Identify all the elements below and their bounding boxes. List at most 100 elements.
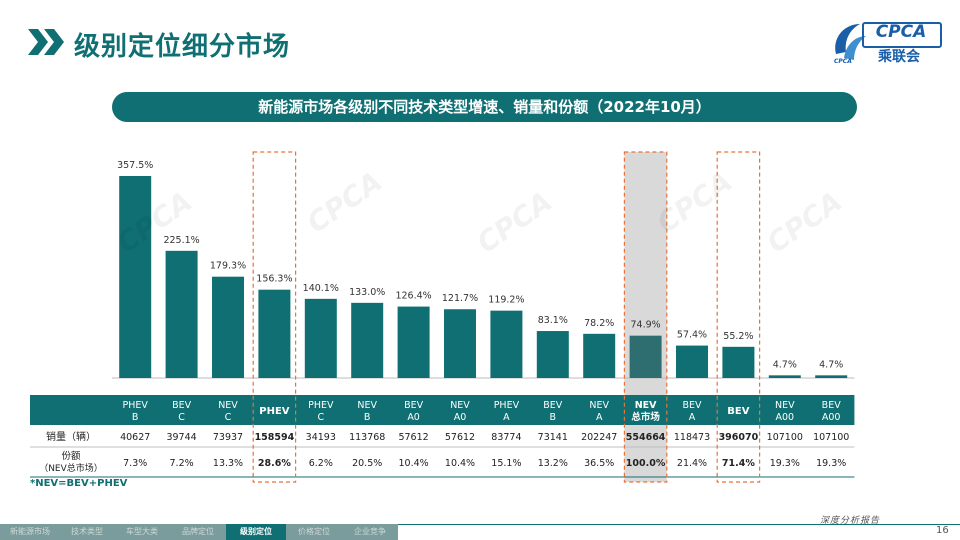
watermark-1: CPCA [301, 165, 388, 240]
bar-14 [768, 375, 801, 378]
table-header-line1-11: NEV [635, 400, 657, 411]
bar-2 [212, 276, 244, 378]
share-cell-4: 6.2% [309, 458, 333, 469]
bar-value-label-1: 225.1% [163, 235, 199, 246]
bar-value-label-0: 357.5% [117, 160, 153, 171]
row-label-sales: 销量（辆） [46, 430, 96, 443]
page-title: 级别定位细分市场 [74, 32, 291, 62]
sales-cell-8: 83774 [491, 432, 521, 443]
sales-cell-14: 107100 [767, 432, 803, 443]
bar-9 [536, 331, 569, 378]
share-cell-13: 71.4% [722, 458, 755, 469]
table-header-line2-10: A [596, 412, 603, 423]
table-header-line2-4: C [317, 412, 324, 423]
bar-7 [444, 309, 476, 378]
footer-divider [0, 524, 960, 525]
table-header-line2-7: A0 [454, 412, 467, 423]
table-header-line2-14: A00 [776, 412, 795, 423]
watermark-2: CPCA [471, 185, 558, 260]
bar-value-label-14: 4.7% [773, 359, 797, 370]
bar-value-label-11: 74.9% [631, 320, 661, 331]
nav-item-2[interactable]: 车型大类 [114, 524, 170, 540]
share-cell-10: 36.5% [584, 458, 614, 469]
share-cell-6: 10.4% [399, 458, 429, 469]
nav-item-0[interactable]: 新能源市场 [0, 524, 60, 540]
table-header-line2-12: A [689, 412, 696, 423]
table-header-line1-15: BEV [822, 400, 842, 411]
table-header-line2-9: B [550, 412, 557, 423]
table-header-line1-4: PHEV [308, 400, 334, 411]
table-header-band [112, 395, 855, 425]
share-cell-7: 10.4% [445, 458, 475, 469]
share-cell-12: 21.4% [677, 458, 707, 469]
bar-11 [629, 335, 662, 378]
table-header-line1-7: NEV [450, 400, 470, 411]
table-header-13: BEV [727, 406, 749, 417]
table-header-line2-6: A0 [407, 412, 420, 423]
share-cell-2: 13.3% [213, 458, 243, 469]
watermark-4: CPCA [761, 185, 848, 260]
table-header-line1-9: BEV [543, 400, 563, 411]
bar-3 [258, 289, 291, 378]
bar-8 [490, 310, 523, 378]
sales-cell-12: 118473 [674, 432, 710, 443]
share-cell-3: 28.6% [258, 458, 291, 469]
share-cell-14: 19.3% [770, 458, 800, 469]
table-header-line2-0: B [132, 412, 139, 423]
table-header-line1-10: NEV [589, 400, 609, 411]
table-header-line1-0: PHEV [123, 400, 149, 411]
bar-value-label-4: 140.1% [303, 283, 339, 294]
logo-text: CPCA [875, 22, 927, 42]
table-header-line2-1: C [178, 412, 185, 423]
highlight-outline-13 [716, 151, 761, 483]
bar-15 [815, 375, 848, 378]
bar-1 [165, 250, 198, 378]
table-header-line1-12: BEV [682, 400, 702, 411]
bar-5 [351, 302, 384, 378]
share-cell-5: 20.5% [352, 458, 382, 469]
sales-cell-7: 57612 [445, 432, 475, 443]
row-label-share-sub: （NEV总市场） [39, 462, 103, 474]
nav-item-4[interactable]: 级别定位 [226, 524, 286, 540]
row-label-share: 份额 [61, 450, 81, 462]
sales-cell-13: 396070 [719, 432, 759, 443]
sales-cell-4: 34193 [306, 432, 336, 443]
bar-value-label-9: 83.1% [538, 315, 568, 326]
bar-value-label-7: 121.7% [442, 293, 478, 304]
bar-value-label-13: 55.2% [723, 331, 753, 342]
nav-item-1[interactable]: 技术类型 [60, 524, 114, 540]
share-cell-15: 19.3% [816, 458, 846, 469]
bar-value-label-12: 57.4% [677, 330, 707, 341]
table-header-line1-14: NEV [775, 400, 795, 411]
sales-cell-6: 57612 [398, 432, 428, 443]
sales-cell-15: 107100 [813, 432, 849, 443]
logo-frame [862, 22, 942, 48]
sales-cell-1: 39744 [166, 432, 196, 443]
bar-value-label-10: 78.2% [584, 318, 614, 329]
bar-value-label-3: 156.3% [256, 274, 292, 285]
nav-item-3[interactable]: 品牌定位 [170, 524, 226, 540]
total-market-shade [624, 152, 667, 482]
nav-item-5[interactable]: 价格定位 [286, 524, 342, 540]
svg-text:CPCA: CPCA [834, 58, 852, 64]
bar-value-label-15: 4.7% [819, 359, 843, 370]
sales-cell-5: 113768 [349, 432, 385, 443]
table-header-3: PHEV [259, 406, 290, 417]
share-cell-9: 13.2% [538, 458, 568, 469]
share-cell-0: 7.3% [123, 458, 147, 469]
section-nav: 新能源市场 技术类型 车型大类 品牌定位 级别定位 价格定位 企业竞争 [0, 524, 398, 540]
table-header-line2-8: A [503, 412, 510, 423]
highlight-outline-11 [623, 151, 668, 483]
bar-value-label-2: 179.3% [210, 261, 246, 272]
table-header-line1-6: BEV [404, 400, 424, 411]
nav-item-6[interactable]: 企业竞争 [342, 524, 398, 540]
bar-12 [676, 345, 708, 378]
table-header-line1-2: NEV [218, 400, 238, 411]
table-header-line1-5: NEV [357, 400, 377, 411]
slogan: 深度分析报告 [820, 516, 881, 526]
logo-subtitle: 乘联会 [878, 49, 920, 65]
bar-value-label-6: 126.4% [395, 291, 431, 302]
table-header-line2-5: B [364, 412, 371, 423]
chevron-double-icon [28, 29, 64, 55]
